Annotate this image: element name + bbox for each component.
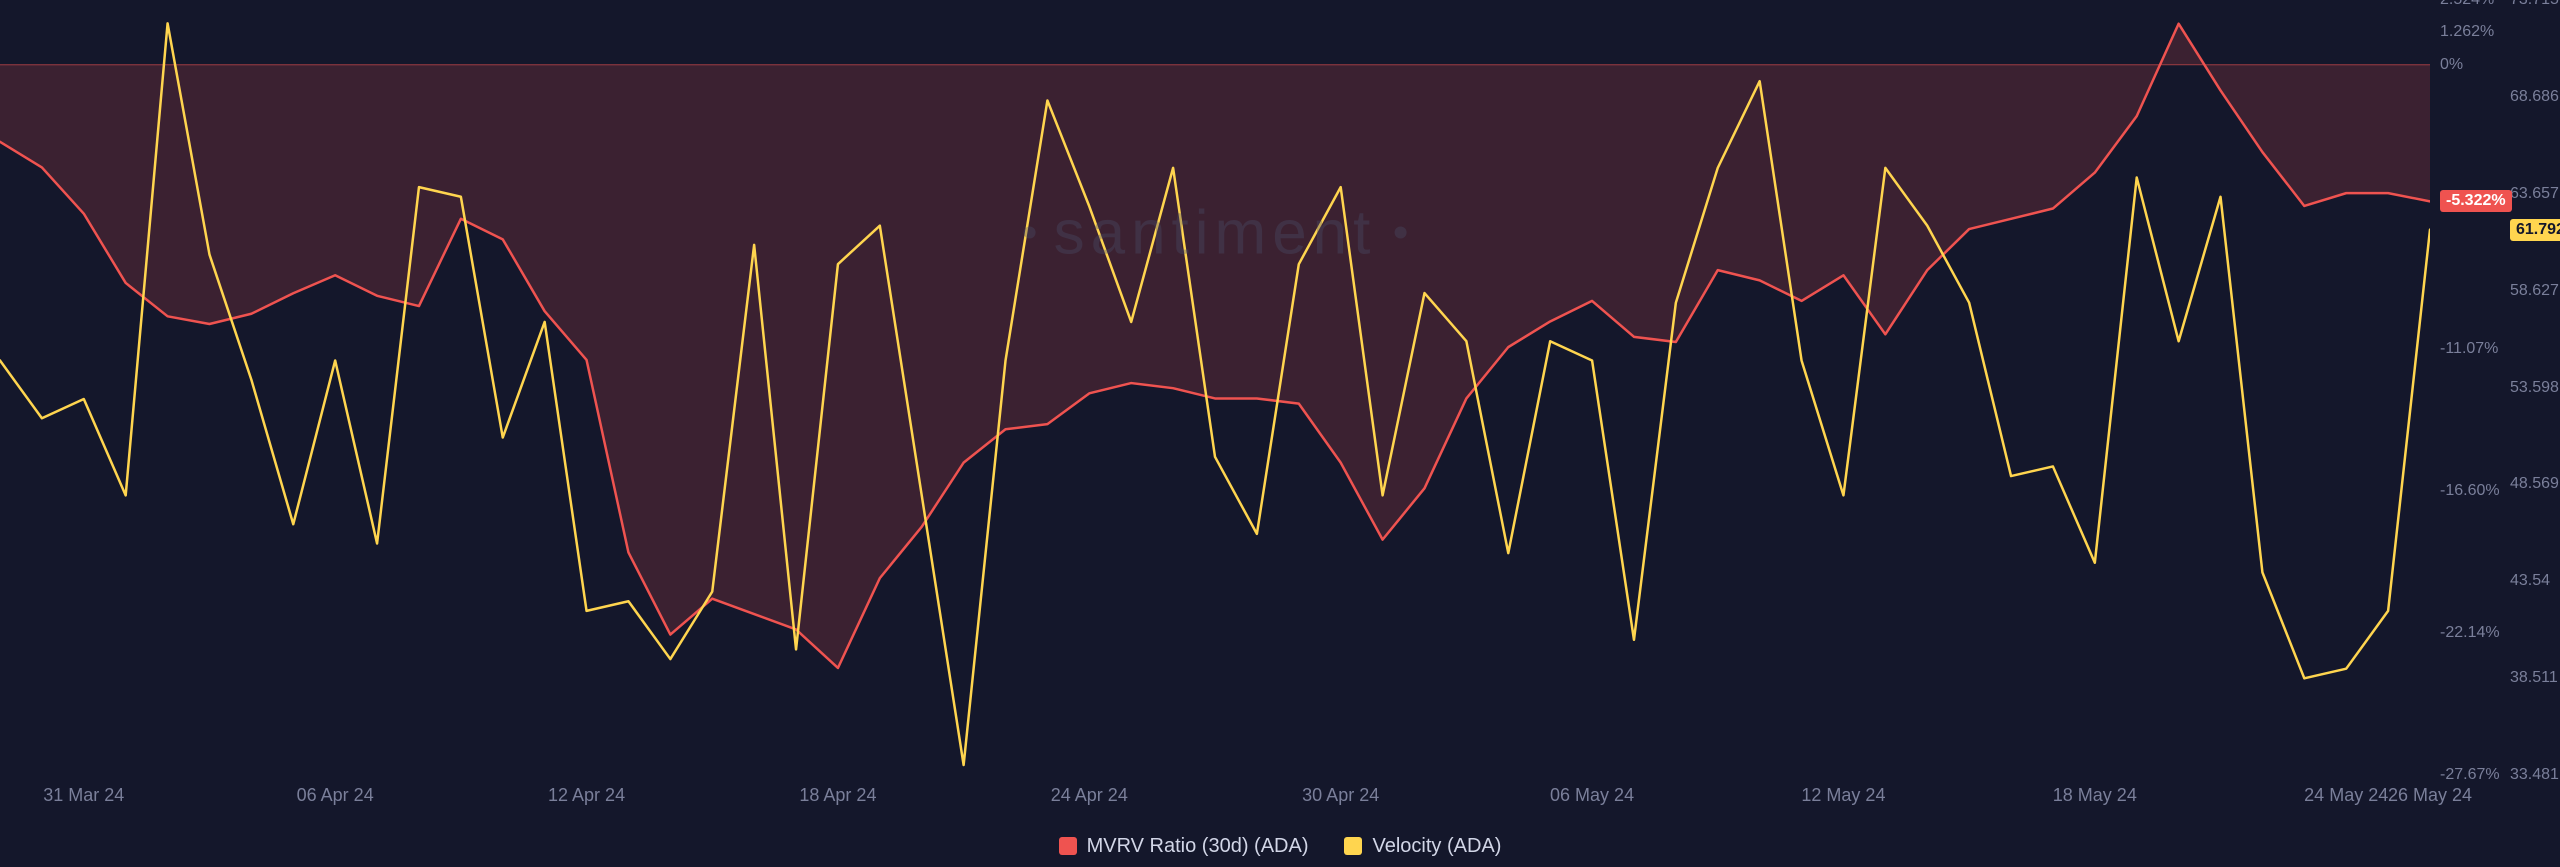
y-tick-left-label: -22.14% [2440, 624, 2500, 642]
legend-swatch [1059, 837, 1077, 855]
legend-item[interactable]: Velocity (ADA) [1344, 835, 1501, 858]
y-tick-left-label: -16.60% [2440, 482, 2500, 500]
plot-svg [0, 0, 2430, 775]
y-tick-right-label: 48.569 [2510, 475, 2559, 493]
x-tick-label: 26 May 24 [2388, 785, 2472, 806]
x-tick-label: 12 Apr 24 [548, 785, 625, 806]
legend-item[interactable]: MVRV Ratio (30d) (ADA) [1059, 835, 1309, 858]
y-tick-right-label: 43.54 [2510, 572, 2550, 590]
x-tick-label: 18 May 24 [2053, 785, 2137, 806]
y-tick-right-label: 58.627 [2510, 282, 2559, 300]
legend-swatch [1344, 837, 1362, 855]
x-tick-label: 06 May 24 [1550, 785, 1634, 806]
y-tick-left-label: -11.07% [2440, 340, 2498, 358]
x-tick-label: 18 Apr 24 [799, 785, 876, 806]
x-tick-label: 31 Mar 24 [43, 785, 124, 806]
x-tick-label: 12 May 24 [1801, 785, 1885, 806]
x-tick-label: 30 Apr 24 [1302, 785, 1379, 806]
legend-label: MVRV Ratio (30d) (ADA) [1087, 835, 1309, 858]
x-tick-label: 06 Apr 24 [297, 785, 374, 806]
y-tick-left-label: 2.524% [2440, 0, 2494, 9]
y-tick-right-label: 38.511 [2510, 669, 2558, 687]
x-tick-label: 24 May 24 [2304, 785, 2388, 806]
y-tick-left-label: 0% [2440, 56, 2463, 74]
y-tick-right-label: 73.715 [2510, 0, 2559, 9]
y-tick-right-label: 33.481 [2510, 766, 2559, 784]
x-tick-label: 24 Apr 24 [1051, 785, 1128, 806]
y-tick-right-label: 53.598 [2510, 379, 2559, 397]
velocity-value-badge: 61.792 [2510, 219, 2560, 241]
y-tick-right-label: 63.657 [2510, 185, 2559, 203]
chart-container: santiment 31 Mar 2406 Apr 2412 Apr 2418 … [0, 0, 2560, 867]
plot-area[interactable] [0, 0, 2430, 775]
y-tick-right-label: 68.686 [2510, 88, 2559, 106]
y-tick-left-label: 1.262% [2440, 23, 2494, 41]
mvrv-value-badge: -5.322% [2440, 190, 2512, 212]
legend: MVRV Ratio (30d) (ADA) Velocity (ADA) [0, 835, 2560, 862]
legend-label: Velocity (ADA) [1372, 835, 1501, 858]
y-tick-left-label: -27.67% [2440, 766, 2500, 784]
